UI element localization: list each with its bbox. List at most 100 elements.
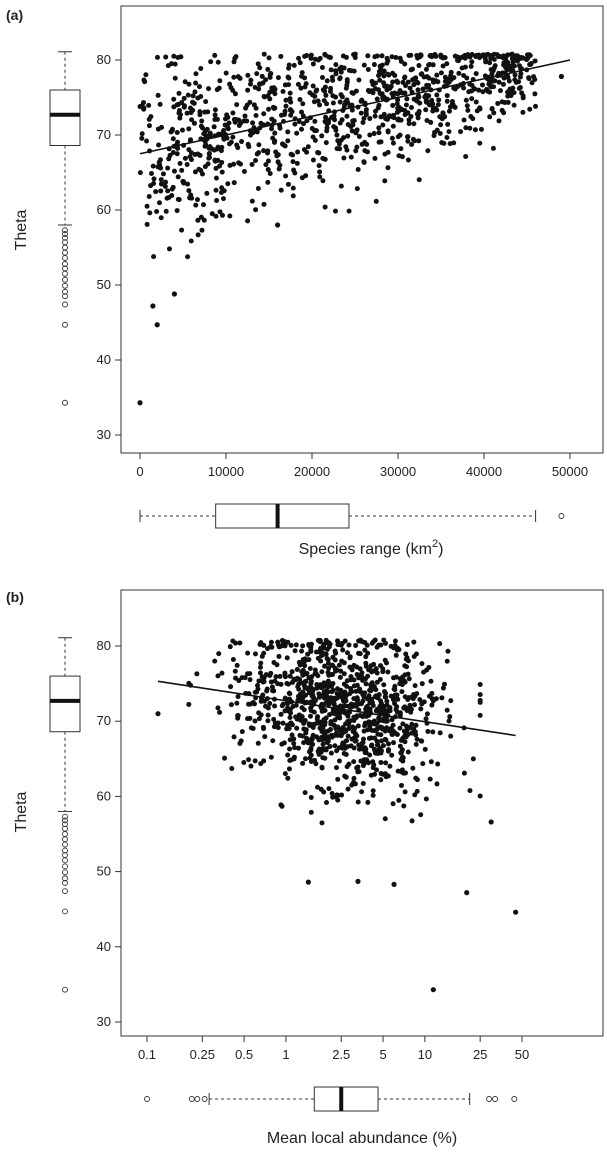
scatter-point [297, 60, 303, 66]
scatter-point [520, 93, 526, 99]
scatter-point [320, 741, 326, 747]
scatter-point [333, 765, 339, 771]
scatter-point [399, 689, 405, 695]
scatter-point [256, 678, 262, 684]
scatter-point [254, 151, 260, 157]
scatter-point [301, 726, 307, 732]
scatter-point [351, 775, 357, 781]
scatter-point [182, 155, 188, 161]
scatter-point [212, 658, 218, 664]
y-tick-label: 60 [97, 788, 111, 803]
scatter-point [505, 89, 511, 95]
scatter-point [155, 711, 161, 717]
scatter-point [296, 119, 302, 125]
scatter-point [346, 726, 352, 732]
scatter-point [430, 987, 436, 993]
scatter-point [323, 114, 329, 120]
scatter-point [306, 675, 312, 681]
scatter-point [265, 179, 271, 185]
scatter-point [284, 726, 290, 732]
scatter-point [291, 676, 297, 682]
scatter-point [326, 672, 332, 678]
scatter-point [260, 678, 266, 684]
scatter-point [266, 55, 272, 61]
scatter-point [323, 799, 329, 805]
scatter-point [287, 714, 293, 720]
scatter-point [171, 104, 177, 110]
scatter-point [302, 790, 308, 796]
scatter-point [381, 637, 387, 643]
scatter-point [158, 177, 164, 183]
x-tick-label: 50000 [552, 464, 588, 479]
scatter-point [388, 643, 394, 649]
scatter-point [477, 712, 483, 718]
scatter-point [285, 752, 291, 758]
scatter-point [415, 87, 421, 93]
scatter-point [346, 208, 352, 214]
scatter-point [337, 693, 343, 699]
scatter-point [487, 89, 493, 95]
scatter-point [528, 61, 534, 67]
scatter-point [205, 109, 211, 115]
scatter-point [275, 725, 281, 731]
scatter-point [318, 658, 324, 664]
scatter-point [271, 724, 277, 730]
scatter-point [286, 766, 292, 772]
scatter-point [144, 138, 150, 144]
scatter-point [355, 723, 361, 729]
scatter-point [245, 218, 251, 224]
scatter-point [405, 157, 411, 163]
scatter-point [317, 649, 323, 655]
scatter-point [162, 183, 168, 189]
x-boxplot-outlier [144, 1096, 150, 1102]
scatter-point [320, 178, 326, 184]
scatter-point [384, 698, 390, 704]
panel-a-letter: (a) [6, 7, 23, 23]
scatter-point [386, 747, 392, 753]
scatter-point [429, 690, 435, 696]
scatter-point [368, 735, 374, 741]
scatter-point [346, 642, 352, 648]
scatter-point [383, 116, 389, 122]
scatter-point [319, 65, 325, 71]
scatter-point [512, 72, 518, 78]
x-boxplot-box [215, 503, 350, 529]
scatter-point [289, 722, 295, 728]
scatter-point [389, 135, 395, 141]
scatter-point [362, 723, 368, 729]
scatter-point [178, 54, 184, 60]
scatter-point [480, 89, 486, 95]
scatter-point [202, 164, 208, 170]
scatter-point [422, 94, 428, 100]
scatter-point [292, 121, 298, 127]
scatter-point [353, 88, 359, 94]
scatter-point [470, 756, 476, 762]
scatter-point [308, 647, 314, 653]
scatter-point [417, 100, 423, 106]
scatter-point [226, 141, 232, 147]
scatter-point [426, 75, 432, 81]
scatter-point [324, 78, 330, 84]
scatter-point [235, 713, 241, 719]
scatter-point [430, 108, 436, 114]
scatter-point [263, 162, 269, 168]
scatter-point [409, 818, 415, 824]
scatter-point [440, 55, 446, 61]
scatter-point [243, 105, 249, 111]
scatter-point [270, 738, 276, 744]
scatter-point [341, 751, 347, 757]
scatter-point [520, 109, 526, 115]
scatter-point [396, 117, 402, 123]
scatter-point [267, 170, 273, 176]
scatter-point [386, 741, 392, 747]
scatter-point [308, 795, 314, 801]
scatter-point [272, 703, 278, 709]
scatter-point [358, 701, 364, 707]
scatter-point [389, 752, 395, 758]
scatter-point [407, 85, 413, 91]
scatter-point [341, 703, 347, 709]
scatter-point [317, 693, 323, 699]
scatter-point [148, 170, 154, 176]
scatter-point [410, 136, 416, 142]
scatter-point [318, 786, 324, 792]
